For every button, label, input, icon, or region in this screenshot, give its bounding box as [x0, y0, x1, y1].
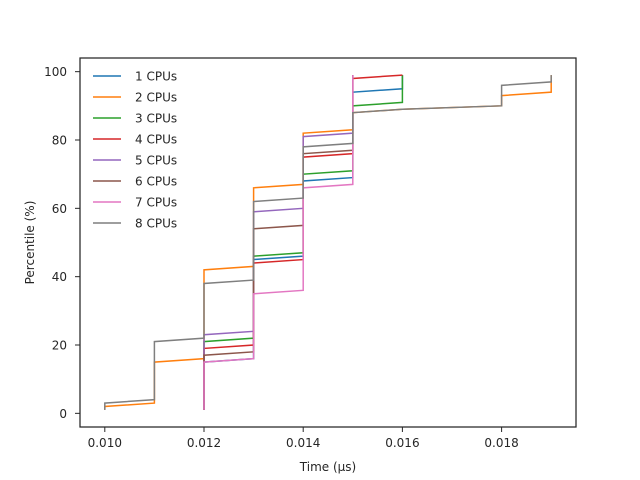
y-tick-label: 20: [52, 339, 67, 353]
y-tick-label: 80: [52, 134, 67, 148]
x-axis-label: Time (µs): [299, 460, 356, 474]
series-line-7-cpus: [203, 75, 354, 410]
x-tick-label: 0.012: [187, 436, 221, 450]
series-line-8-cpus: [104, 75, 552, 410]
legend-label: 8 CPUs: [135, 217, 177, 231]
legend-label: 1 CPUs: [135, 70, 177, 84]
axes-frame: [79, 57, 577, 428]
y-axis: 0 20 40 60 80 100: [44, 65, 80, 421]
legend-label: 3 CPUs: [135, 112, 177, 126]
x-tick-label: 0.014: [286, 436, 320, 450]
x-tick-label: 0.010: [88, 436, 122, 450]
y-axis-label: Percentile (%): [23, 201, 37, 285]
legend: 1 CPUs 2 CPUs 3 CPUs 4 CPUs 5 CPUs 6 CPUs 7 CP…: [93, 70, 177, 231]
x-tick-label: 0.016: [385, 436, 419, 450]
legend-label: 4 CPUs: [135, 133, 177, 147]
series-line-5-cpus: [203, 75, 354, 410]
legend-label: 7 CPUs: [135, 196, 177, 210]
y-tick-label: 40: [52, 270, 67, 284]
y-tick-label: 60: [52, 202, 67, 216]
x-axis: 0.010 0.012 0.014 0.016 0.018: [88, 427, 519, 450]
y-tick-label: 100: [44, 65, 67, 79]
legend-label: 6 CPUs: [135, 175, 177, 189]
series-line-6-cpus: [203, 75, 354, 410]
x-tick-label: 0.018: [484, 436, 518, 450]
legend-label: 5 CPUs: [135, 154, 177, 168]
y-tick-label: 0: [59, 407, 67, 421]
plot-area: [104, 74, 552, 410]
legend-label: 2 CPUs: [135, 91, 177, 105]
